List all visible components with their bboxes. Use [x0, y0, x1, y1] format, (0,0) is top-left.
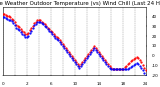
Title: Milwaukee Weather Outdoor Temperature (vs) Wind Chill (Last 24 Hours): Milwaukee Weather Outdoor Temperature (v… — [0, 1, 160, 6]
